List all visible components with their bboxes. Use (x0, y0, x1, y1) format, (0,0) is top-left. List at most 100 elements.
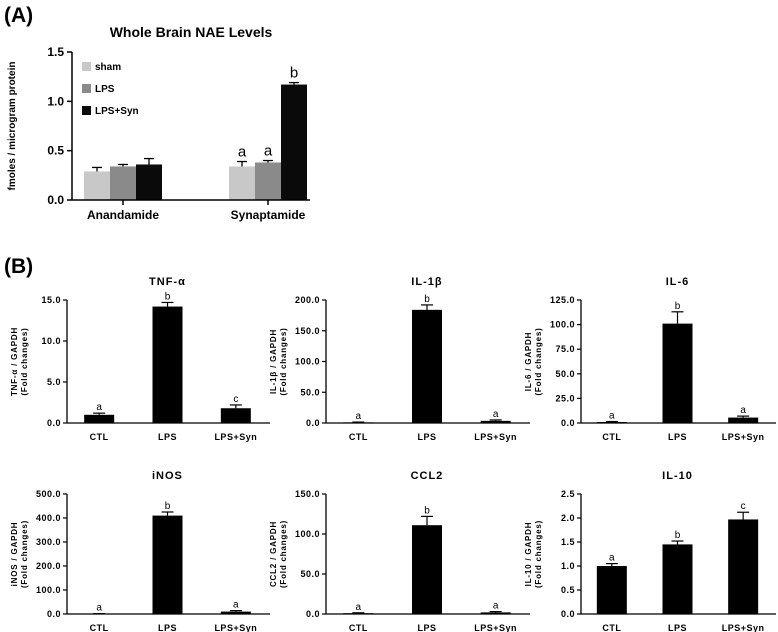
chart-b5-ytick-label: 100.0 (295, 529, 320, 539)
chart-b6-category-label: CTL (602, 623, 621, 632)
chart-b3-ytick-label: 75.0 (555, 344, 575, 354)
chart-layer: Whole Brain NAE Levels fmoles / microgram… (7, 24, 776, 632)
chart-b2-ytick-label: 0.0 (306, 418, 320, 428)
chart-b4-title: iNOS (152, 470, 183, 482)
chart-b2-ylabel: IL-1β / GAPDH (269, 329, 278, 394)
chart-b4-bar (220, 611, 251, 614)
chart-a-sig-label: a (264, 143, 273, 160)
chart-a-ylabel: fmoles / microgram protein (7, 62, 18, 191)
chart-b2-sig-label: a (356, 411, 362, 422)
chart-b4-category-label: CTL (90, 623, 109, 632)
chart-b3-sig-label: b (675, 301, 681, 312)
chart-b4-ytick-label: 100.0 (36, 585, 61, 595)
chart-a-legend-label: sham (95, 62, 121, 73)
chart-b1-title: TNF-α (149, 276, 186, 288)
chart-b6-ytick-label: 2.5 (561, 489, 575, 499)
chart-b3-ytick-label: 125.0 (550, 295, 575, 305)
chart-b5-bar (412, 525, 442, 614)
chart-a-legend-label: LPS (95, 84, 115, 95)
chart-a-ytick-label: 0.5 (47, 144, 64, 158)
chart-b6-ytick-label: 0.0 (561, 609, 575, 619)
chart-b6-bar (596, 566, 627, 614)
chart-a-bar (229, 166, 255, 200)
chart-b1-ylabel: TNF-α / GAPDH (10, 327, 19, 396)
chart-a-legend-swatch (82, 84, 91, 93)
chart-a-ytick-label: 1.5 (47, 45, 64, 59)
chart-b4-ytick-label: 200.0 (36, 561, 61, 571)
chart-b3-category-label: LPS+Syn (722, 432, 765, 442)
chart-b1-category-label: CTL (90, 432, 109, 442)
chart-b2-ytick-label: 50.0 (300, 387, 320, 397)
chart-b4-ytick-label: 300.0 (36, 537, 61, 547)
chart-b5-bar (480, 612, 511, 614)
chart-a-bar (255, 162, 281, 200)
chart-b5-ytick-label: 150.0 (295, 489, 320, 499)
chart-b6-ylabel-units: (Fold changes) (534, 520, 543, 588)
chart-b4-sig-label: b (165, 501, 171, 512)
chart-b3-bar (662, 323, 693, 423)
chart-b2-bar (412, 309, 442, 423)
chart-a-title: Whole Brain NAE Levels (110, 24, 273, 40)
chart-b1-ylabel-units: (Fold changes) (20, 327, 29, 395)
chart-b6-bar (728, 519, 759, 614)
chart-b2-sig-label: b (424, 294, 430, 305)
chart-b6-ytick-label: 0.5 (561, 585, 575, 595)
chart-b5-category-label: LPS+Syn (474, 623, 517, 632)
chart-b1-category-label: LPS+Syn (214, 432, 257, 442)
chart-a-ytick-label: 1.0 (47, 94, 64, 108)
chart-b1-bar (152, 306, 183, 423)
chart-b5-category-label: LPS (417, 623, 436, 632)
chart-a-category-label: Synaptamide (231, 208, 306, 222)
chart-a-bar (281, 84, 307, 200)
chart-b1-category-label: LPS (158, 432, 177, 442)
chart-b2-ytick-label: 150.0 (295, 326, 320, 336)
chart-a-legend-swatch (82, 62, 91, 71)
panel-label-b: (B) (4, 255, 33, 278)
chart-b1-bar (84, 414, 115, 423)
chart-b5-ylabel-units: (Fold changes) (279, 520, 288, 588)
chart-b2-category-label: LPS+Syn (474, 432, 517, 442)
chart-b4-ylabel: iNOS / GAPDH (10, 522, 19, 587)
chart-b3-ytick-label: 25.0 (555, 393, 575, 403)
chart-a-legend-label: LPS+Syn (95, 106, 139, 117)
chart-b2-title: IL-1β (411, 276, 442, 288)
chart-b4-ytick-label: 400.0 (36, 513, 61, 523)
chart-b6-category-label: LPS+Syn (722, 623, 765, 632)
chart-b6-ytick-label: 1.0 (561, 561, 575, 571)
chart-b3-category-label: CTL (602, 432, 621, 442)
chart-b6-sig-label: b (675, 530, 681, 541)
chart-b5-sig-label: a (356, 602, 362, 613)
chart-b6-bar (662, 544, 693, 614)
chart-a-legend-swatch (82, 106, 91, 115)
chart-b1-ytick-label: 5.0 (47, 377, 61, 387)
chart-b6-sig-label: a (609, 553, 615, 564)
chart-b1-sig-label: c (233, 394, 238, 405)
chart-b3-sig-label: a (740, 405, 746, 416)
chart-a-ytick-label: 0.0 (47, 193, 64, 207)
chart-b1-sig-label: b (165, 291, 171, 302)
chart-b2-ytick-label: 200.0 (295, 295, 320, 305)
chart-b4-bar (152, 515, 183, 614)
chart-b4-ytick-label: 0.0 (47, 609, 61, 619)
panel-label-a: (A) (4, 4, 33, 27)
chart-b5-ytick-label: 0.0 (306, 609, 320, 619)
chart-b6-ytick-label: 2.0 (561, 513, 575, 523)
chart-b6-ylabel: IL-10 / GAPDH (524, 522, 533, 587)
chart-b5-ylabel: CCL2 / GAPDH (269, 521, 278, 587)
chart-b3-ytick-label: 100.0 (550, 320, 575, 330)
chart-b2-bar (480, 420, 511, 423)
chart-a-sig-label: b (290, 65, 298, 82)
chart-b3-ytick-label: 0.0 (561, 418, 575, 428)
chart-b5-ytick-label: 50.0 (300, 569, 320, 579)
chart-b6-category-label: LPS (668, 623, 687, 632)
chart-b4-category-label: LPS+Syn (214, 623, 257, 632)
chart-b3-ylabel-units: (Fold changes) (534, 327, 543, 395)
chart-b4-sig-label: a (233, 600, 239, 611)
chart-b1-ytick-label: 0.0 (47, 418, 61, 428)
chart-b2-category-label: CTL (349, 432, 368, 442)
chart-b3-title: IL-6 (666, 276, 690, 288)
chart-b2-ytick-label: 100.0 (295, 357, 320, 367)
chart-a-category-label: Anandamide (87, 208, 159, 222)
chart-b6-title: IL-10 (662, 470, 693, 482)
